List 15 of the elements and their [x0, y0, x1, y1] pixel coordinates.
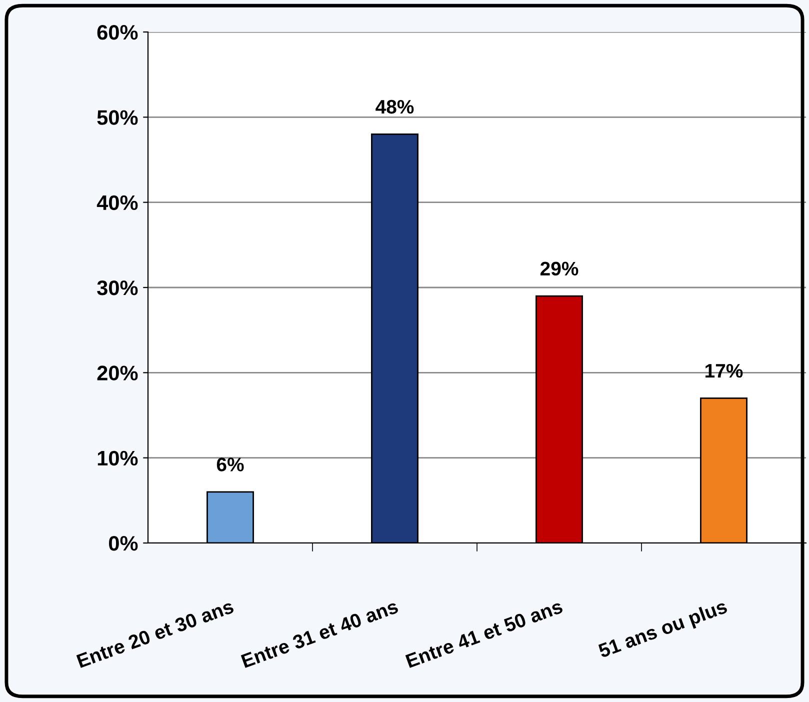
- y-tick-label: 30%: [97, 280, 138, 296]
- data-label: 6%: [216, 458, 244, 472]
- y-tick-label: 0%: [108, 536, 138, 551]
- y-tick-label: 50%: [97, 110, 138, 125]
- y-tick-label: 60%: [97, 25, 138, 40]
- data-label: 29%: [540, 262, 578, 276]
- y-tick-label: 20%: [97, 366, 138, 380]
- x-tick-label: Entre 20 et 30 ans: [76, 599, 234, 668]
- data-label: 17%: [706, 364, 743, 378]
- x-tick-label: Entre 41 et 50 ans: [405, 599, 564, 668]
- y-tick-label: 10%: [98, 450, 138, 466]
- x-tick-label: Entre 31 et 40 ans: [240, 599, 399, 668]
- x-tick-label: 51 ans ou plus: [597, 598, 730, 662]
- y-tick-label: 40%: [96, 195, 138, 210]
- data-label: 48%: [376, 100, 414, 114]
